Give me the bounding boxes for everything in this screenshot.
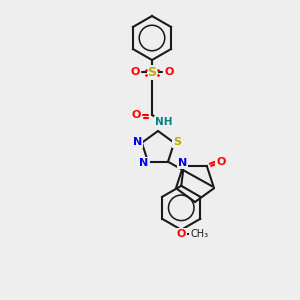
Text: NH: NH [155,117,173,127]
Text: O: O [164,67,174,77]
Text: S: S [173,137,181,147]
Text: N: N [133,137,142,147]
Text: S: S [148,65,157,79]
Text: CH₃: CH₃ [190,229,208,239]
Text: O: O [216,157,225,167]
Text: N: N [178,158,187,168]
Text: O: O [177,229,186,239]
Text: O: O [131,110,141,120]
Text: O: O [130,67,140,77]
Text: N: N [140,158,148,168]
